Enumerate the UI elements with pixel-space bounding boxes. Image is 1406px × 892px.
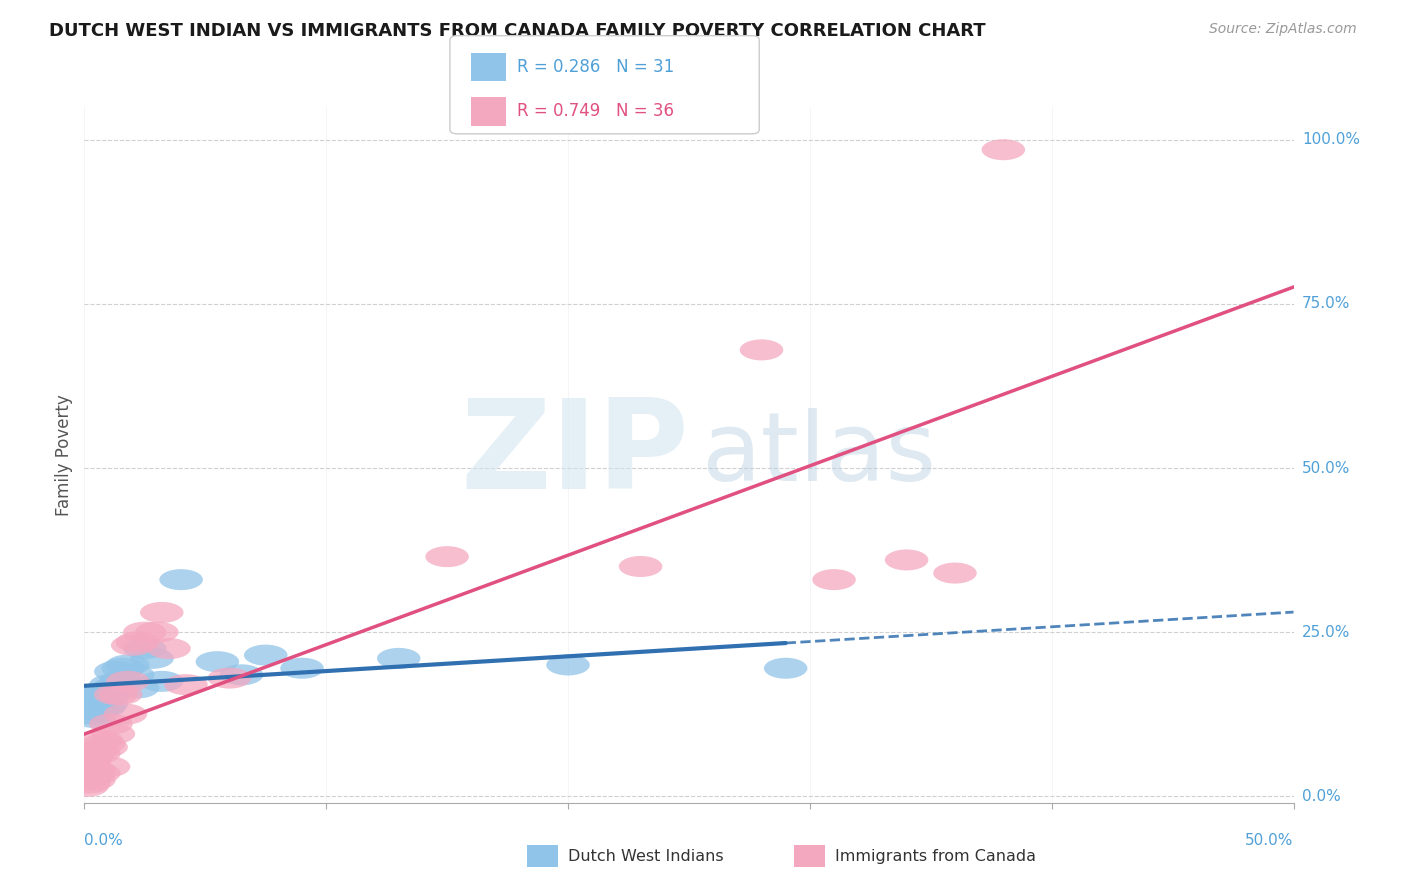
Ellipse shape — [75, 684, 118, 705]
Ellipse shape — [84, 694, 128, 714]
Ellipse shape — [70, 747, 114, 767]
Ellipse shape — [763, 657, 807, 679]
Ellipse shape — [115, 632, 159, 652]
Ellipse shape — [80, 730, 124, 751]
Text: 0.0%: 0.0% — [84, 833, 124, 848]
Ellipse shape — [75, 700, 118, 722]
Ellipse shape — [72, 759, 115, 780]
Ellipse shape — [141, 602, 184, 623]
Ellipse shape — [141, 671, 184, 692]
Ellipse shape — [280, 657, 323, 679]
Ellipse shape — [67, 694, 111, 714]
Ellipse shape — [65, 759, 108, 780]
Ellipse shape — [195, 651, 239, 673]
Text: Source: ZipAtlas.com: Source: ZipAtlas.com — [1209, 22, 1357, 37]
Ellipse shape — [208, 667, 252, 689]
Ellipse shape — [77, 690, 121, 712]
Ellipse shape — [426, 546, 468, 567]
Ellipse shape — [98, 684, 142, 705]
Ellipse shape — [80, 684, 124, 705]
Ellipse shape — [87, 684, 131, 705]
Ellipse shape — [91, 677, 135, 698]
Ellipse shape — [124, 638, 166, 659]
Ellipse shape — [159, 569, 202, 591]
Ellipse shape — [547, 655, 589, 675]
Ellipse shape — [124, 622, 166, 642]
Ellipse shape — [101, 657, 145, 679]
Ellipse shape — [165, 674, 208, 695]
Text: Immigrants from Canada: Immigrants from Canada — [835, 849, 1036, 863]
Ellipse shape — [219, 665, 263, 685]
Text: 0.0%: 0.0% — [1302, 789, 1340, 804]
Ellipse shape — [91, 723, 135, 745]
Ellipse shape — [67, 772, 111, 794]
Ellipse shape — [82, 733, 125, 755]
Text: 75.0%: 75.0% — [1302, 296, 1350, 311]
Ellipse shape — [72, 769, 115, 790]
Ellipse shape — [72, 707, 115, 728]
Text: R = 0.286   N = 31: R = 0.286 N = 31 — [517, 58, 675, 76]
Ellipse shape — [94, 661, 138, 682]
Ellipse shape — [619, 556, 662, 577]
Ellipse shape — [70, 684, 114, 705]
Ellipse shape — [245, 645, 287, 665]
Ellipse shape — [84, 737, 128, 757]
Ellipse shape — [82, 698, 125, 718]
Ellipse shape — [111, 635, 155, 656]
Ellipse shape — [94, 684, 138, 705]
Ellipse shape — [67, 753, 111, 774]
Ellipse shape — [105, 671, 149, 692]
Ellipse shape — [740, 339, 783, 360]
Ellipse shape — [98, 671, 142, 692]
Text: atlas: atlas — [702, 409, 936, 501]
Ellipse shape — [70, 766, 114, 787]
Text: DUTCH WEST INDIAN VS IMMIGRANTS FROM CANADA FAMILY POVERTY CORRELATION CHART: DUTCH WEST INDIAN VS IMMIGRANTS FROM CAN… — [49, 22, 986, 40]
Ellipse shape — [981, 139, 1025, 161]
Ellipse shape — [115, 677, 159, 698]
Y-axis label: Family Poverty: Family Poverty — [55, 394, 73, 516]
Ellipse shape — [89, 714, 132, 734]
Text: 50.0%: 50.0% — [1302, 460, 1350, 475]
Ellipse shape — [87, 756, 131, 777]
Text: 25.0%: 25.0% — [1302, 624, 1350, 640]
Ellipse shape — [70, 704, 114, 724]
Text: 50.0%: 50.0% — [1246, 833, 1294, 848]
Ellipse shape — [65, 776, 108, 797]
Ellipse shape — [377, 648, 420, 669]
Text: 100.0%: 100.0% — [1302, 132, 1360, 147]
Ellipse shape — [131, 648, 174, 669]
Ellipse shape — [77, 763, 121, 784]
Ellipse shape — [105, 655, 149, 675]
Ellipse shape — [111, 665, 155, 685]
Text: ZIP: ZIP — [460, 394, 689, 516]
Ellipse shape — [89, 674, 132, 695]
Ellipse shape — [813, 569, 856, 591]
Text: R = 0.749   N = 36: R = 0.749 N = 36 — [517, 103, 675, 120]
Text: Dutch West Indians: Dutch West Indians — [568, 849, 724, 863]
Ellipse shape — [148, 638, 191, 659]
Ellipse shape — [934, 563, 977, 583]
Ellipse shape — [75, 739, 118, 761]
Ellipse shape — [884, 549, 928, 571]
Ellipse shape — [135, 622, 179, 642]
Ellipse shape — [65, 690, 108, 712]
Ellipse shape — [104, 704, 148, 724]
Ellipse shape — [77, 743, 121, 764]
